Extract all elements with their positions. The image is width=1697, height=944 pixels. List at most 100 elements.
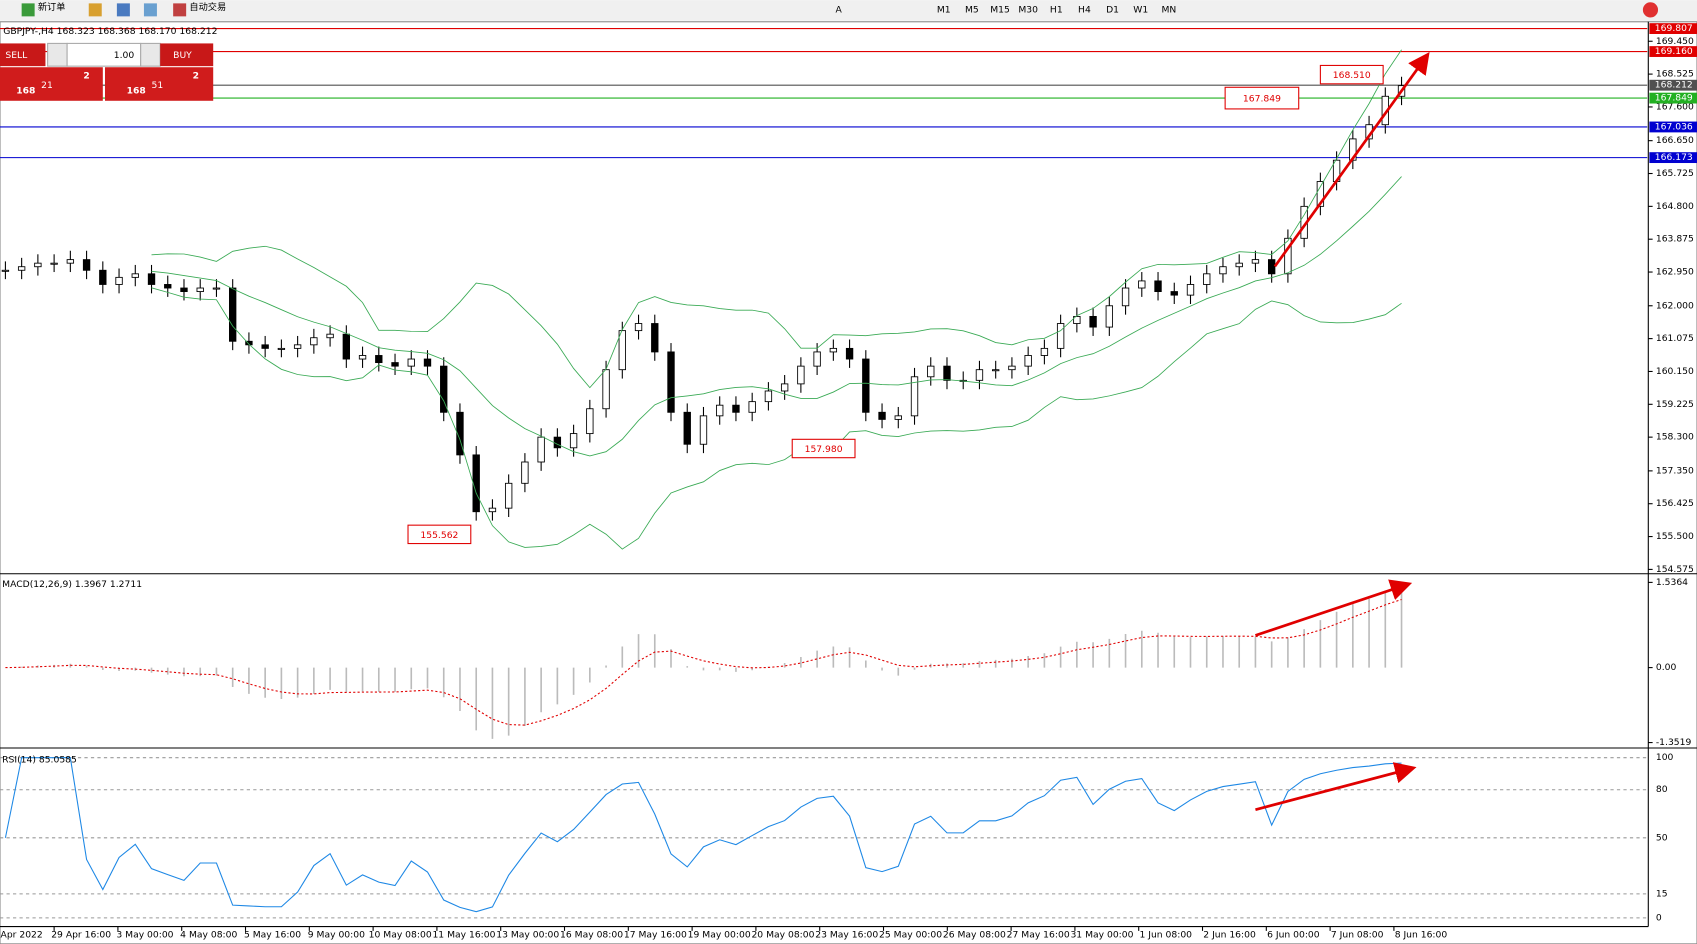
level-label: 169.160 (1655, 46, 1693, 57)
candle (326, 333, 334, 339)
candle (1316, 181, 1325, 207)
candle (910, 376, 919, 417)
candle (602, 369, 610, 410)
timeframe-button[interactable]: W1 (1133, 4, 1148, 15)
auto-trading-button[interactable]: 自动交易 (189, 1, 226, 13)
candle (732, 404, 740, 413)
candle (1235, 262, 1243, 268)
bid-pips: 21 (41, 80, 53, 91)
lot-up[interactable] (140, 42, 161, 67)
toolbar (0, 0, 1697, 21)
candle (780, 383, 789, 392)
time-tick-label: 7 Jun 08:00 (1331, 930, 1384, 941)
main-plot (0, 28, 1648, 550)
rsi-header: RSI(14) 85.0585 (2, 754, 77, 765)
timeframe-button[interactable]: M5 (965, 4, 979, 15)
sell-button[interactable] (0, 43, 46, 67)
icon[interactable] (143, 3, 157, 17)
timeframe-button[interactable]: H1 (1050, 4, 1063, 15)
ask-big: 168 (127, 86, 146, 97)
candle (50, 262, 58, 265)
time-tick-label: 29 Apr 16:00 (51, 930, 111, 941)
time-tick-label: 6 Jun 00:00 (1267, 930, 1320, 941)
lot-down[interactable] (47, 42, 68, 67)
candle (423, 358, 432, 367)
bid-price-button[interactable] (0, 67, 103, 101)
candle (375, 355, 383, 364)
time-tick-label: Apr 2022 (1, 930, 43, 941)
candle (164, 284, 172, 289)
time-tick-label: 11 May 16:00 (432, 930, 495, 941)
price-annotation: 167.849 (1243, 94, 1281, 105)
bid-big: 168 (16, 86, 35, 97)
candle (407, 358, 415, 367)
price-tick-label: 159.225 (1656, 399, 1694, 410)
level-label-bg (1649, 92, 1697, 104)
alert-icon[interactable] (1642, 2, 1659, 18)
candle (504, 482, 513, 509)
new-order-icon[interactable] (21, 3, 35, 17)
overlay (1255, 52, 1430, 811)
time-tick-label: 9 May 00:00 (308, 930, 365, 941)
new-order-button[interactable]: 新订单 (38, 1, 66, 13)
candle (927, 365, 935, 378)
candle (1056, 323, 1065, 349)
ask-pips: 51 (152, 80, 164, 91)
level-label: 167.036 (1655, 121, 1693, 132)
candle (34, 262, 42, 268)
time-tick-label: 1 Jun 08:00 (1140, 930, 1193, 941)
macd-header: MACD(12,26,9) 1.3967 1.2711 (2, 579, 142, 590)
macd-plot (5, 588, 1403, 739)
candle (634, 323, 643, 332)
buy-button[interactable] (160, 43, 214, 67)
candle (586, 408, 594, 435)
time-tick-label: 31 May 00:00 (1070, 930, 1133, 941)
timeframe-button[interactable]: M30 (1018, 4, 1038, 15)
text-tool[interactable]: A (836, 4, 843, 15)
price-tick-label: 165.725 (1656, 168, 1694, 179)
time-tick-label: 5 May 16:00 (244, 930, 301, 941)
candle (1040, 347, 1049, 356)
macd-signal (5, 598, 1402, 726)
candle (1154, 280, 1162, 293)
candle (1073, 315, 1081, 324)
timeframe-button[interactable]: D1 (1106, 4, 1119, 15)
rsi-tick-label: 15 (1656, 888, 1668, 899)
icon[interactable] (88, 3, 102, 17)
ask-price-button[interactable] (104, 67, 214, 101)
level-label-bg (1649, 23, 1697, 34)
time-tick-label: 2 Jun 16:00 (1203, 930, 1256, 941)
price-annotation: 168.510 (1333, 70, 1371, 81)
candle (391, 362, 399, 367)
trade-panel: SELL 1.00 BUY 168 21 2 168 51 2 (0, 42, 214, 101)
candle (1284, 237, 1292, 275)
timeframe-button[interactable]: M15 (990, 4, 1010, 15)
price-annotation-box (791, 438, 856, 459)
time-tick-label: 17 May 16:00 (624, 930, 687, 941)
candle (261, 344, 269, 349)
candle (1251, 259, 1260, 264)
candle (829, 347, 838, 353)
price-annotation-box (1319, 64, 1384, 85)
timeframe-button[interactable]: MN (1161, 4, 1176, 15)
candle (521, 461, 529, 484)
candle (229, 287, 237, 342)
candle (878, 411, 886, 420)
candle (667, 351, 675, 413)
candle (943, 365, 951, 381)
candle (293, 344, 302, 349)
candle (131, 273, 139, 278)
icon[interactable] (116, 3, 130, 17)
candle (245, 340, 253, 346)
time-tick-label: 3 May 00:00 (116, 930, 173, 941)
auto-trading-icon[interactable] (173, 3, 187, 17)
timeframe-button[interactable]: M1 (937, 4, 951, 15)
toolbar-icons (21, 2, 1659, 18)
time-tick-label: 25 May 00:00 (879, 930, 942, 941)
time-tick-label: 10 May 08:00 (369, 930, 432, 941)
candle (66, 259, 75, 264)
price-tick-label: 164.800 (1656, 201, 1694, 212)
price-annotation-box (407, 524, 472, 545)
candle (358, 355, 367, 360)
timeframe-button[interactable]: H4 (1078, 4, 1091, 15)
